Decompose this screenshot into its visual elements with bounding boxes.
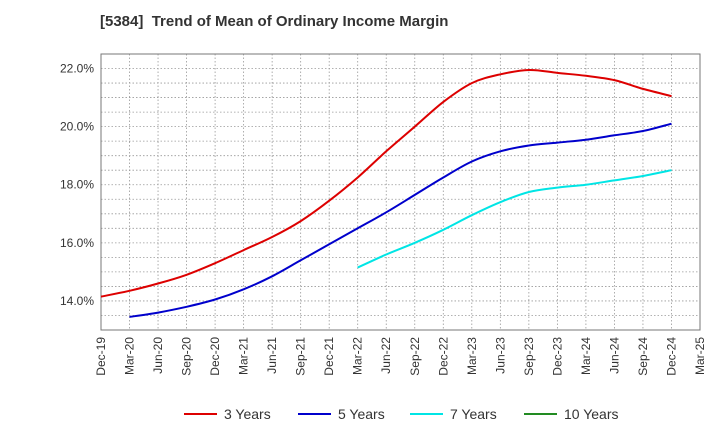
x-tick-label: Sep-21	[294, 337, 308, 376]
x-tick-label: Jun-20	[151, 337, 165, 374]
series-line-3-years	[100, 68, 672, 298]
x-tick-label: Mar-21	[237, 337, 251, 375]
x-tick-label: Dec-22	[436, 337, 450, 376]
legend-label-10-years: 10 Years	[564, 406, 619, 422]
x-tick-label: Dec-24	[664, 337, 678, 376]
x-axis: Dec-19 Mar-20 Jun-20 Sep-20 Dec-20 Mar-21 Jun-…	[94, 337, 707, 376]
x-tick-label: Mar-25	[693, 337, 707, 375]
chart-title: [5384] Trend of Mean of Ordinary Income …	[100, 13, 449, 30]
y-tick-label: 16.0%	[60, 236, 94, 250]
series-line-7-years	[357, 169, 672, 269]
x-tick-label: Mar-24	[579, 337, 593, 375]
legend-label-7-years: 7 Years	[450, 406, 497, 422]
x-tick-label: Dec-23	[550, 337, 564, 376]
x-tick-label: Dec-19	[94, 337, 108, 376]
series-layer	[100, 68, 672, 318]
plot-frame	[100, 53, 701, 331]
x-tick-label: Mar-22	[351, 337, 365, 375]
x-tick-label: Jun-21	[265, 337, 279, 374]
x-tick-label: Jun-23	[493, 337, 507, 374]
y-tick-label: 20.0%	[60, 120, 94, 134]
x-tick-label: Mar-23	[465, 337, 479, 375]
x-tick-label: Sep-22	[408, 337, 422, 376]
grid-layer	[101, 54, 700, 330]
y-tick-label: 22.0%	[60, 62, 94, 76]
x-tick-label: Sep-24	[636, 337, 650, 376]
y-axis: 14.0% 16.0% 18.0% 20.0% 22.0%	[60, 62, 94, 308]
x-tick-label: Dec-21	[322, 337, 336, 376]
x-tick-label: Jun-24	[607, 337, 621, 374]
legend-label-5-years: 5 Years	[338, 406, 385, 422]
x-tick-label: Sep-20	[180, 337, 194, 376]
series-line-5-years	[129, 122, 672, 318]
x-tick-label: Dec-20	[208, 337, 222, 376]
legend: 3 Years 5 Years 7 Years 10 Years	[184, 406, 619, 422]
x-tick-label: Jun-22	[379, 337, 393, 374]
y-tick-label: 14.0%	[60, 294, 94, 308]
x-tick-label: Mar-20	[123, 337, 137, 375]
x-tick-label: Sep-23	[522, 337, 536, 376]
legend-label-3-years: 3 Years	[224, 406, 271, 422]
y-tick-label: 18.0%	[60, 178, 94, 192]
